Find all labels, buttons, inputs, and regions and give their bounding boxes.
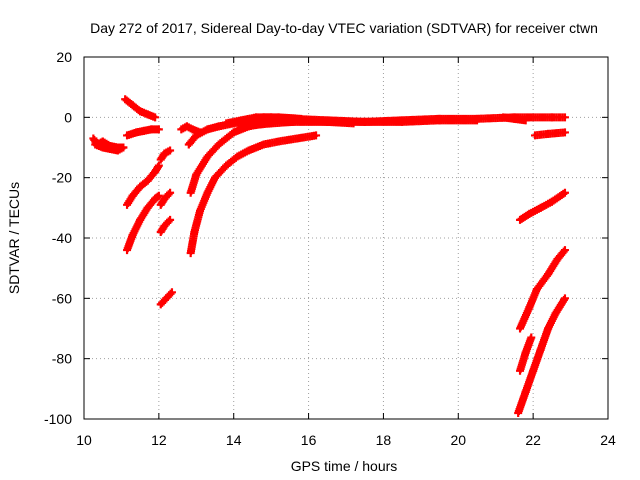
- plot-frame: [83, 56, 609, 420]
- data-point: [166, 188, 175, 197]
- series-trace-2: [91, 140, 128, 155]
- y-axis-label: SDTVAR / TECUs: [6, 182, 22, 294]
- series-trace-8: [156, 188, 175, 209]
- data-point: [473, 116, 481, 125]
- y-tick-label: 20: [56, 49, 72, 65]
- series-trace-4: [123, 125, 163, 140]
- series-trace-22: [514, 294, 569, 417]
- data-point: [167, 288, 176, 297]
- x-tick-label: 12: [151, 432, 167, 448]
- data-point: [154, 161, 163, 170]
- series-trace-14: [186, 131, 321, 258]
- x-tick-label: 18: [376, 432, 392, 448]
- x-tick-label: 24: [600, 432, 616, 448]
- series-trace-9: [156, 215, 175, 236]
- series-trace-6: [123, 191, 163, 255]
- y-tick-label: -60: [52, 290, 72, 306]
- y-tick-label: -80: [52, 351, 72, 367]
- series-trace-16: [237, 116, 481, 131]
- y-tick-label: -100: [44, 411, 72, 427]
- data-point: [166, 146, 175, 155]
- x-tick-label: 16: [301, 432, 317, 448]
- data-point: [164, 217, 173, 226]
- series-trace-3: [121, 95, 160, 122]
- data-point: [521, 116, 530, 125]
- data-point: [560, 113, 569, 122]
- data-point: [559, 247, 568, 256]
- x-tick-label: 10: [76, 432, 92, 448]
- series-trace-18: [531, 128, 569, 140]
- data-point: [151, 113, 160, 122]
- series-trace-21: [516, 333, 536, 375]
- data-point: [560, 246, 569, 255]
- x-tick-label: 22: [525, 432, 541, 448]
- data-point: [166, 215, 175, 224]
- series-trace-5: [123, 161, 163, 209]
- series-trace-20: [516, 246, 569, 333]
- series-trace-10: [156, 288, 176, 309]
- series-trace-17: [499, 113, 530, 125]
- y-tick-label: -40: [52, 230, 72, 246]
- data-point: [154, 191, 163, 200]
- data-points: [89, 95, 569, 417]
- data-point: [154, 125, 163, 134]
- y-tick-label: -20: [52, 170, 72, 186]
- series-trace-7: [156, 146, 175, 164]
- data-point: [560, 128, 569, 137]
- x-tick-label: 20: [450, 432, 466, 448]
- x-tick-label: 14: [226, 432, 242, 448]
- data-point: [166, 289, 175, 298]
- series-trace-11: [177, 122, 205, 137]
- data-point: [312, 131, 321, 140]
- data-point: [560, 188, 569, 197]
- data-point: [560, 294, 569, 303]
- axis-ticks: 10 12 14 16 18 20 22 24 -100 -80 -60 -40 -20 0 20: [44, 49, 616, 448]
- series-trace-19: [516, 188, 569, 224]
- data-point: [164, 190, 173, 199]
- x-axis-label: GPS time / hours: [291, 458, 398, 474]
- chart-title: Day 272 of 2017, Sidereal Day-to-day VTE…: [90, 20, 598, 36]
- y-tick-label: 0: [64, 109, 72, 125]
- data-point: [119, 143, 128, 152]
- grid: [84, 57, 608, 419]
- data-point: [527, 333, 536, 342]
